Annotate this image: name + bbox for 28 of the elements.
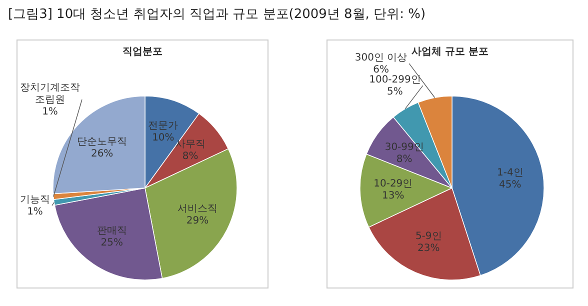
slice-label: 전문가 (148, 120, 178, 132)
slice-label: 기능직 (20, 194, 50, 206)
data-label: 45% (499, 180, 522, 191)
data-label: 29% (186, 215, 209, 226)
data-label: 13% (382, 190, 404, 202)
slice-label: 5-9인 (415, 230, 442, 242)
slice-label: 서비스직 (177, 203, 218, 214)
slice-label: 사무직 (175, 139, 206, 150)
data-label: 5% (387, 86, 403, 98)
slice-label: 단순노무직 (77, 136, 128, 148)
slice-label: 장치기계조작 조립원 (20, 82, 80, 106)
slice-label: 1-4인 (496, 168, 524, 179)
slice-label: 300인 이상 (354, 52, 408, 64)
data-label: 1% (42, 106, 58, 118)
text: [그림3] 10대 청소년 취업자의 직업과 규모 분포(2009년 8월, 단위: %) (8, 7, 426, 22)
data-label: 8% (182, 151, 198, 162)
data-label: 8% (396, 154, 412, 166)
data-label: 26% (90, 148, 114, 160)
slice-label: 판매직 (96, 225, 127, 236)
data-label: 10% (152, 132, 174, 144)
data-label: 23% (418, 242, 440, 254)
data-label: 1% (27, 206, 43, 218)
chart-title: 사업체 규모 분포 (412, 46, 488, 58)
chart-title: 직업분포 (122, 46, 162, 58)
data-label: 25% (100, 237, 124, 248)
data-label: 6% (373, 64, 389, 76)
slice-label: 10-29인 (374, 178, 413, 190)
slice-label: 100-299인 (369, 74, 421, 86)
